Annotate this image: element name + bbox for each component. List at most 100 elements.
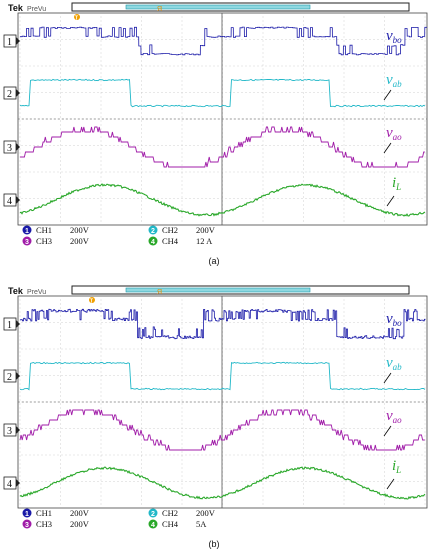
legend-number-ch1: 1 <box>25 228 29 235</box>
legend-scale-ch2: 200V <box>196 508 216 518</box>
legend-name-ch4: CH4 <box>162 236 179 246</box>
caption-a: (a) <box>208 256 220 266</box>
traces <box>19 26 427 217</box>
channel-markers: 1 2 3 4 <box>3 317 20 490</box>
channel-marker-arrow-4 <box>16 479 20 487</box>
legend-number-ch4: 4 <box>151 522 155 529</box>
trace-ch2 <box>19 361 426 391</box>
channel-marker-label-3: 3 <box>7 143 12 154</box>
channel-marker-arrow-2 <box>16 372 20 380</box>
legend-name-ch2: CH2 <box>162 508 178 518</box>
legend-number-ch2: 2 <box>151 511 155 518</box>
arrow-iL <box>386 195 395 207</box>
record-bar <box>71 2 410 12</box>
arrow-vao <box>383 142 392 154</box>
channel-marker-arrow-3 <box>16 143 20 151</box>
position-marker: Я <box>157 289 162 296</box>
position-marker: Я <box>157 6 162 13</box>
traces <box>19 308 426 500</box>
legend-number-ch3: 3 <box>25 239 29 246</box>
arrow-vao <box>383 425 392 437</box>
graticule-grid <box>18 296 427 508</box>
legend-badge-ch4 <box>148 519 158 529</box>
channel-marker-arrow-2 <box>16 89 20 97</box>
arrow-iL <box>386 478 395 490</box>
legend-name-ch3: CH3 <box>36 236 52 246</box>
trace-ch3 <box>20 126 425 168</box>
trigger-icon <box>74 14 80 20</box>
brand-label: Tek <box>8 3 24 13</box>
mode-label: PreVu <box>27 6 46 13</box>
legend-name-ch4: CH4 <box>162 519 179 529</box>
channel-marker-arrow-4 <box>16 196 20 204</box>
channel-marker-label-4: 4 <box>7 196 12 207</box>
legend-number-ch4: 4 <box>151 239 155 246</box>
legend-badge-ch2 <box>148 225 158 235</box>
legend-scale-ch1: 200V <box>70 508 90 518</box>
legend-name-ch1: CH1 <box>36 508 52 518</box>
arrow-vab <box>383 89 392 101</box>
record-bar <box>71 285 410 295</box>
brand-label: Tek <box>8 286 24 296</box>
legend-scale-ch1: 200V <box>70 225 90 235</box>
legend-badge-ch3 <box>22 519 32 529</box>
arrow-vab <box>383 372 392 384</box>
channel-marker-label-1: 1 <box>7 320 12 331</box>
scope-screen-b: Tek PreVu Я T vbo vab vao iL 1 2 3 4 1 CH1 20… <box>3 285 428 529</box>
legend-scale-ch4: 5A <box>196 519 207 529</box>
legend-scale-ch3: 200V <box>70 236 90 246</box>
label-vab: vab <box>386 72 402 89</box>
trigger-icon <box>89 297 95 303</box>
trace-ch2 <box>19 78 426 108</box>
label-vao: vao <box>386 408 402 425</box>
legend-name-ch1: CH1 <box>36 225 52 235</box>
legend-badge-ch1 <box>22 225 32 235</box>
record-window <box>125 287 311 293</box>
scope-screen-a: Tek PreVu Я T vbo vab vao iL 1 2 3 4 1 CH1 20… <box>3 2 428 246</box>
channel-legend: 1 CH1 200V 2 CH2 200V 3 CH3 200V 4 CH4 12 A <box>22 225 216 246</box>
mode-label: PreVu <box>27 289 46 296</box>
channel-marker-arrow-3 <box>16 426 20 434</box>
legend-name-ch2: CH2 <box>162 225 178 235</box>
record-window <box>125 4 311 10</box>
legend-scale-ch3: 200V <box>70 519 90 529</box>
scope-panel-b: Tek PreVu Я T vbo vab vao iL 1 2 3 4 1 CH1 20… <box>0 283 428 549</box>
legend-name-ch3: CH3 <box>36 519 52 529</box>
legend-scale-ch4: 12 A <box>196 236 213 246</box>
channel-marker-label-3: 3 <box>7 426 12 437</box>
label-vab: vab <box>386 355 402 372</box>
trigger-marker: T <box>90 299 93 305</box>
channel-marker-label-2: 2 <box>7 372 12 383</box>
channel-marker-arrow-1 <box>16 320 20 328</box>
scope-panel-a: Tek PreVu Я T vbo vab vao iL 1 2 3 4 1 CH1 20… <box>0 0 428 266</box>
legend-badge-ch2 <box>148 508 158 518</box>
trace-ch1 <box>20 308 426 340</box>
label-iL: iL <box>392 458 401 475</box>
label-vao: vao <box>386 125 402 142</box>
channel-marker-arrow-1 <box>16 37 20 45</box>
channel-marker-label-1: 1 <box>7 37 12 48</box>
caption-b: (b) <box>208 539 220 549</box>
channel-marker-label-2: 2 <box>7 89 12 100</box>
trace-ch4 <box>19 466 426 500</box>
channel-marker-label-4: 4 <box>7 479 12 490</box>
label-iL: iL <box>392 175 401 192</box>
trace-ch4 <box>19 183 426 217</box>
legend-scale-ch2: 200V <box>196 225 216 235</box>
legend-badge-ch3 <box>22 236 32 246</box>
legend-number-ch3: 3 <box>25 522 29 529</box>
trace-ch3 <box>19 409 425 451</box>
label-vbo: vbo <box>386 28 402 45</box>
trace-ch1 <box>20 26 427 56</box>
legend-badge-ch4 <box>148 236 158 246</box>
channel-legend: 1 CH1 200V 2 CH2 200V 3 CH3 200V 4 CH4 5A <box>22 508 216 529</box>
label-vbo: vbo <box>386 311 402 328</box>
trigger-marker: T <box>75 16 78 22</box>
legend-badge-ch1 <box>22 508 32 518</box>
scope-header-b: Tek PreVu Я T <box>8 285 410 305</box>
channel-markers: 1 2 3 4 <box>3 34 20 207</box>
scope-header-a: Tek PreVu Я T <box>8 2 410 22</box>
graticule-grid <box>18 13 427 225</box>
legend-number-ch1: 1 <box>25 511 29 518</box>
legend-number-ch2: 2 <box>151 228 155 235</box>
